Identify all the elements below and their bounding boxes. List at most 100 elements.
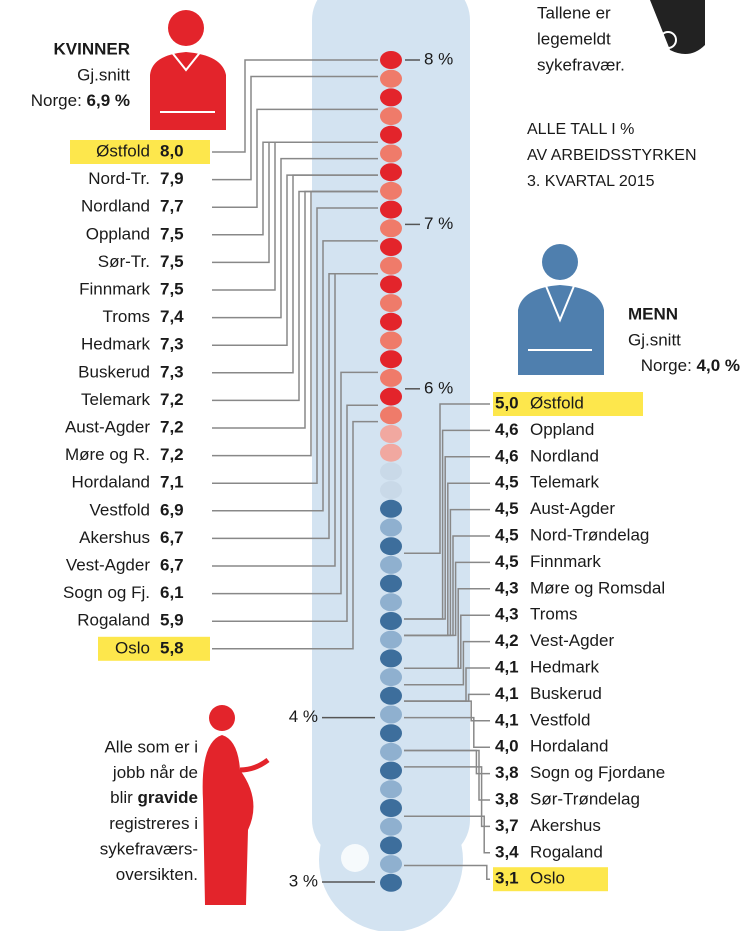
women-average: Norge: 6,9 % (31, 91, 130, 110)
value-label: 3,1 (495, 869, 519, 888)
women-average-caption: Gj.snitt (77, 65, 130, 84)
value-label: 4,1 (495, 657, 519, 676)
y-tick-label: 7 % (424, 214, 453, 233)
value-label: 8,0 (160, 141, 184, 160)
category-label: Buskerud (530, 684, 602, 703)
dot (380, 219, 402, 237)
value-label: 6,7 (160, 555, 184, 574)
value-label: 4,5 (495, 499, 519, 518)
dot (380, 332, 402, 350)
y-tick-label: 8 % (424, 49, 453, 68)
category-label: Nordland (530, 446, 599, 465)
category-label: Telemark (530, 473, 599, 492)
category-label: Sogn og Fjordane (530, 763, 665, 782)
note-text: blir gravide (110, 788, 198, 807)
dot (380, 537, 402, 555)
women-title: KVINNER (53, 39, 130, 58)
value-label: 6,1 (160, 583, 184, 602)
dot (380, 818, 402, 836)
dot (380, 462, 402, 480)
note-text: AV ARBEIDSSTYRKEN (527, 147, 697, 164)
category-label: Vestfold (90, 500, 151, 519)
dot (380, 406, 402, 424)
value-label: 7,3 (160, 362, 184, 381)
dot (380, 182, 402, 200)
dot (380, 369, 402, 387)
value-label: 3,7 (495, 816, 519, 835)
dot (380, 51, 402, 69)
value-label: 7,5 (160, 252, 184, 271)
category-label: Oppland (86, 224, 150, 243)
category-label: Østfold (96, 141, 150, 160)
page: KVINNER Gj.snitt Norge: 6,9 % MENN Gj.sn… (0, 0, 743, 931)
dot (380, 649, 402, 667)
value-label: 4,0 (495, 737, 519, 756)
value-label: 3,8 (495, 763, 519, 782)
dot (380, 313, 402, 331)
dot (380, 350, 402, 368)
dot (380, 388, 402, 406)
dot (380, 294, 402, 312)
note-text-bold: gravide (138, 788, 198, 807)
category-label: Oslo (530, 869, 565, 888)
category-label: Hedmark (81, 335, 150, 354)
dot (380, 668, 402, 686)
y-tick-label: 4 % (289, 707, 318, 726)
dot (380, 556, 402, 574)
dot (380, 762, 402, 780)
dot (380, 612, 402, 630)
dot (380, 855, 402, 873)
note-text: jobb når de (112, 763, 198, 782)
category-label: Finnmark (79, 279, 150, 298)
value-label: 6,7 (160, 528, 184, 547)
value-label: 7,1 (160, 473, 184, 492)
dot (380, 799, 402, 817)
note-text: sykefraværs- (100, 839, 198, 858)
woman-icon (150, 10, 226, 130)
y-tick-label: 6 % (424, 378, 453, 397)
dot (380, 500, 402, 518)
value-label: 7,5 (160, 279, 184, 298)
dot (380, 107, 402, 125)
dot (380, 519, 402, 537)
dot (380, 593, 402, 611)
category-label: Nord-Trøndelag (530, 525, 649, 544)
value-label: 7,2 (160, 417, 184, 436)
value-label: 6,9 (160, 500, 184, 519)
category-label: Akershus (79, 528, 150, 547)
category-label: Hedmark (530, 657, 599, 676)
category-label: Rogaland (77, 611, 150, 630)
category-label: Sør-Tr. (98, 252, 150, 271)
value-label: 7,2 (160, 390, 184, 409)
dot (380, 163, 402, 181)
dot (380, 444, 402, 462)
category-label: Aust-Agder (530, 499, 615, 518)
category-label: Hordaland (530, 737, 608, 756)
value-label: 5,9 (160, 611, 184, 630)
dot (380, 780, 402, 798)
value-label: 5,8 (160, 638, 184, 657)
stethoscope-icon (650, 0, 705, 54)
men-average: Norge: 4,0 % (641, 356, 740, 375)
category-label: Hordaland (72, 473, 150, 492)
value-label: 3,8 (495, 789, 519, 808)
value-label: 4,5 (495, 525, 519, 544)
dot (380, 743, 402, 761)
note-text: Tallene er (537, 3, 611, 22)
note-text: sykefravær. (537, 55, 625, 74)
dot (380, 257, 402, 275)
value-label: 7,7 (160, 197, 184, 216)
norge-label: Norge: (641, 356, 697, 375)
y-tick-label: 3 % (289, 871, 318, 890)
value-label: 4,2 (495, 631, 519, 650)
dot (380, 275, 402, 293)
category-label: Møre og Romsdal (530, 578, 665, 597)
man-icon (518, 244, 604, 375)
dot (380, 874, 402, 892)
value-label: 4,5 (495, 552, 519, 571)
category-label: Nord-Tr. (88, 169, 150, 188)
category-label: Vestfold (530, 710, 591, 729)
note-text: legemeldt (537, 29, 611, 48)
average-value: 6,9 % (87, 91, 130, 110)
note-text: registreres i (109, 814, 198, 833)
